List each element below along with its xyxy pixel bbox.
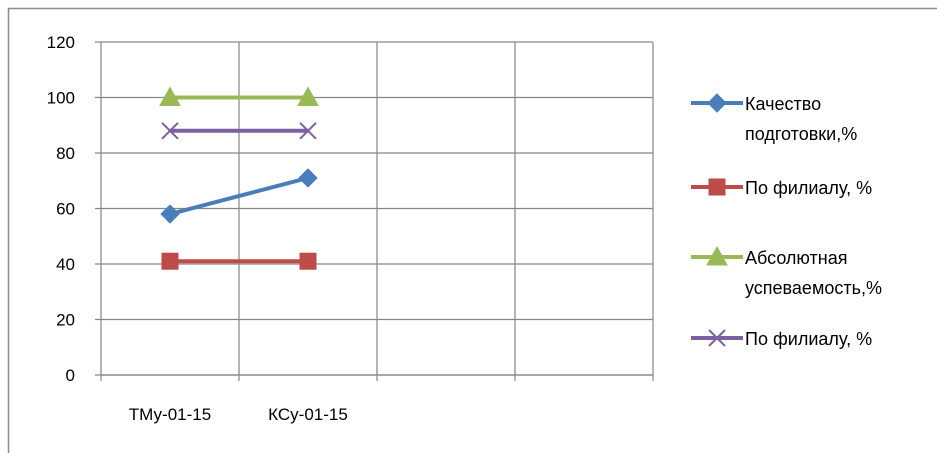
series-line <box>169 176 309 216</box>
legend-entry-2: По филиалу, % <box>691 178 872 198</box>
axes: 0 20 40 60 80 100 120 ТМу-01-15 КСу-01-15 <box>47 33 653 424</box>
series-lines <box>159 86 319 270</box>
diamond-marker <box>160 204 180 224</box>
y-tick-label: 80 <box>56 144 75 163</box>
triangle-marker <box>159 86 181 106</box>
y-tick-label: 100 <box>47 89 75 108</box>
y-tick-label: 20 <box>56 311 75 330</box>
square-marker <box>708 178 726 196</box>
legend-entry-1: Качество подготовки,% <box>691 93 857 144</box>
triangle-marker <box>706 245 728 266</box>
legend: Качество подготовки,% По филиалу, % Абсолют… <box>691 93 882 349</box>
y-tick-label: 0 <box>66 366 75 385</box>
x-tick-label: ТМу-01-15 <box>129 405 211 424</box>
chart-border-line <box>7 7 937 453</box>
y-tick-label: 60 <box>56 200 75 219</box>
y-tick-label: 40 <box>56 255 75 274</box>
series-1 <box>160 168 318 224</box>
square-marker <box>161 252 179 270</box>
x-tick-label: КСу-01-15 <box>268 405 348 424</box>
legend-label: успеваемость,% <box>745 278 882 298</box>
square-marker <box>299 252 317 270</box>
y-tick-label: 120 <box>47 33 75 52</box>
legend-entry-4: По филиалу, % <box>691 329 872 349</box>
legend-entry-3: Абсолютная успеваемость,% <box>691 245 882 298</box>
legend-label: Качество <box>745 94 821 114</box>
series-4 <box>161 122 317 140</box>
series-2 <box>161 252 317 270</box>
legend-label: подготовки,% <box>745 124 857 144</box>
x-marker <box>708 329 726 347</box>
legend-label: По филиалу, % <box>745 178 872 198</box>
diamond-marker <box>707 93 727 113</box>
series-3 <box>159 86 319 106</box>
diamond-marker <box>298 168 318 188</box>
x-marker <box>161 122 179 140</box>
x-marker <box>299 122 317 140</box>
legend-label: Абсолютная <box>745 248 847 268</box>
legend-label: По филиалу, % <box>745 329 872 349</box>
triangle-marker <box>297 86 319 106</box>
chart-border <box>7 7 937 453</box>
